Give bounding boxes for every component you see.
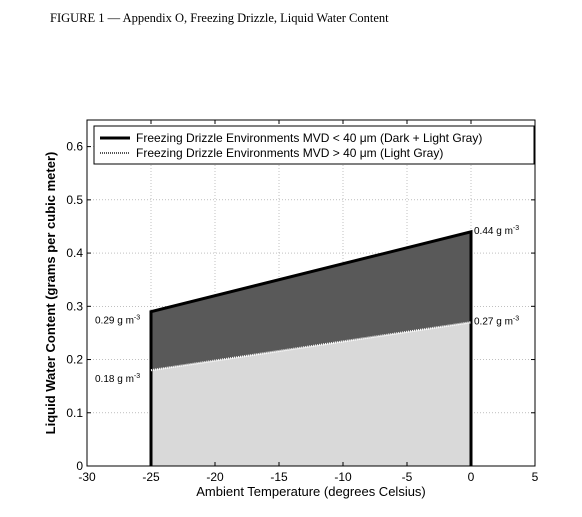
x-tick-label-0: -30 [78,470,96,484]
y-tick-label-0: 0 [76,459,83,473]
annotation-3: 0.27 g m-3 [474,315,519,327]
y-tick-label-3: 0.3 [66,299,83,313]
y-tick-label-2: 0.2 [66,353,83,367]
legend-label-0: Freezing Drizzle Environments MVD < 40 μ… [136,131,482,145]
series-lines [149,229,473,466]
annotation-sup-1: -3 [134,373,140,380]
annotation-2: 0.44 g m-3 [474,225,519,237]
y-tick-label-1: 0.1 [66,406,83,420]
annotation-sup-3: -3 [513,315,519,322]
plot-frame [86,119,536,467]
figure-caption: FIGURE 1 — Appendix O, Freezing Drizzle,… [50,11,389,25]
x-tick-label-7: 5 [532,470,539,484]
series-line-mvd-lt-40 [149,229,473,466]
value-annotations: 0.29 g m-3 0.18 g m-3 0.44 g m-3 0.27 g m-3 [95,225,519,385]
x-tick-label-2: -20 [206,470,224,484]
x-axis-label: Ambient Temperature (degrees Celsius) [196,484,426,499]
legend-box [93,125,535,165]
x-tick-label-3: -15 [270,470,288,484]
x-tick-label-6: 0 [468,470,475,484]
area-dark-gray [151,231,471,371]
annotation-1: 0.18 g m-3 [95,373,140,385]
x-tick-label-4: -10 [334,470,352,484]
legend: Freezing Drizzle Environments MVD < 40 μ… [93,125,535,165]
annotation-sup-2: -3 [513,225,519,232]
y-tick-label-4: 0.4 [66,246,83,260]
legend-label-1: Freezing Drizzle Environments MVD > 40 μ… [136,146,443,160]
y-tick-label-6: 0.6 [66,140,83,154]
y-axis-label: Liquid Water Content (grams per cubic me… [43,152,58,435]
axis-ticks: -30 -25 -20 -15 -10 -5 0 5 0 0.1 0.2 0.3 0.4 0.5 0.6 [66,120,539,484]
x-tick-label-5: -5 [402,470,413,484]
annotation-0: 0.29 g m-3 [95,315,140,327]
y-tick-label-5: 0.5 [66,193,83,207]
x-tick-label-1: -25 [142,470,160,484]
annotation-sup-0: -3 [134,315,140,322]
